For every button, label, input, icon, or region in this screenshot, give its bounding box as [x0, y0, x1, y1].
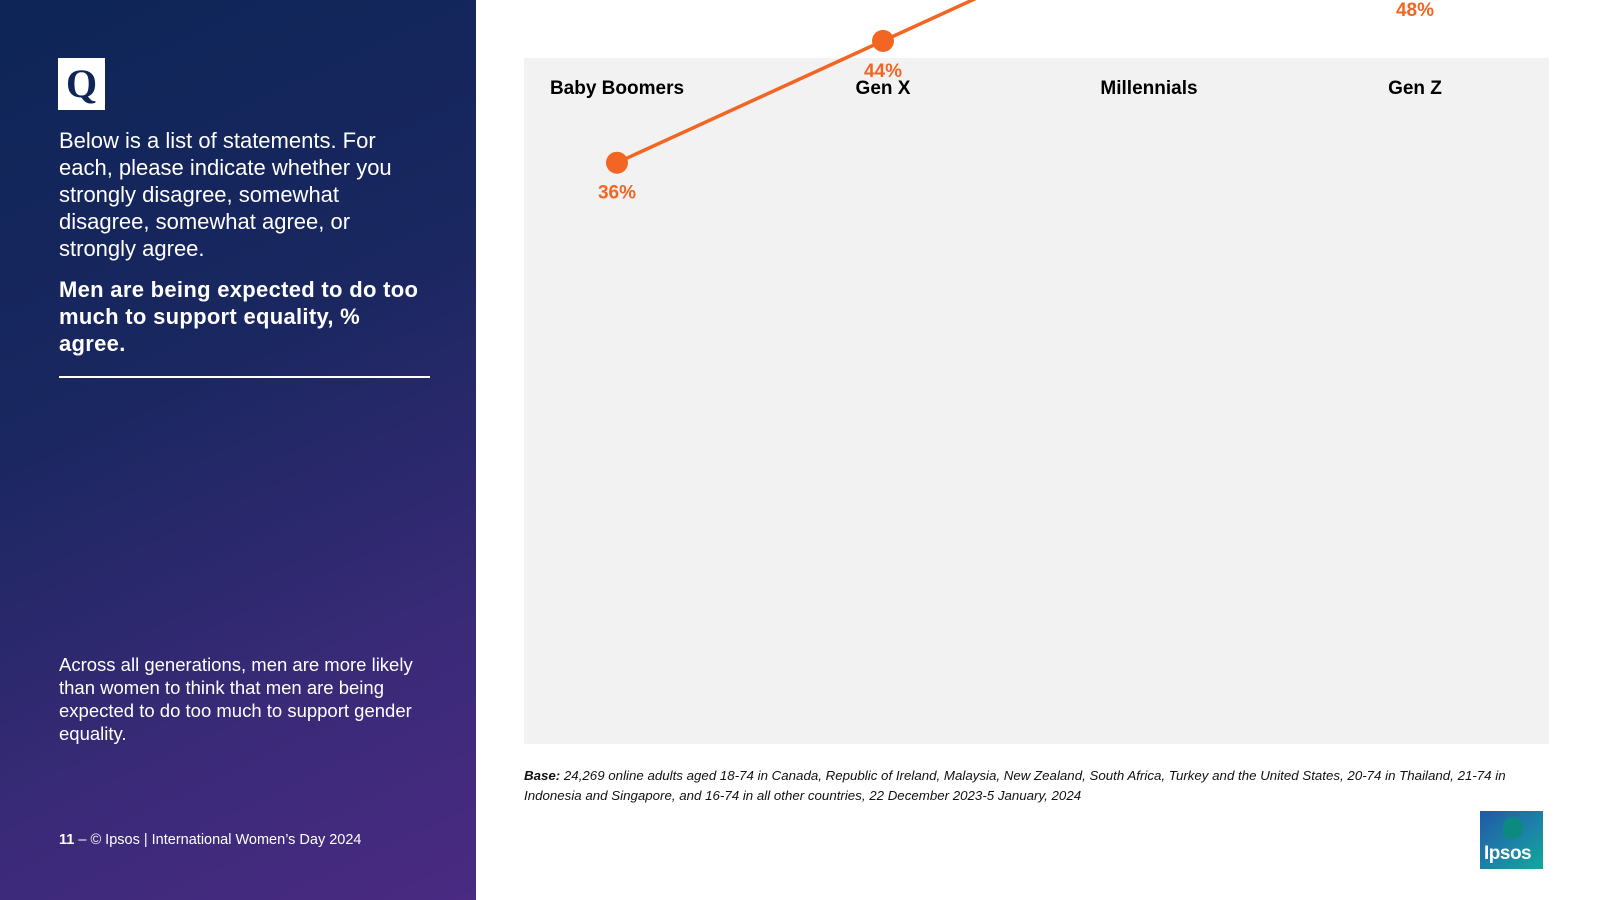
footer-copyright: – © Ipsos | International Women’s Day 20… [74, 832, 362, 848]
data-point [872, 29, 894, 52]
series-line-female [616, 0, 977, 165]
base-label: Base: [524, 768, 561, 783]
category-label: Gen X [856, 78, 911, 99]
category-label: Gen Z [1388, 78, 1442, 99]
data-label: 44% [864, 61, 902, 82]
base-text: 24,269 online adults aged 18-74 in Canad… [524, 768, 1506, 803]
question-sidebar: Q Below is a list of statements. For eac… [0, 0, 476, 900]
base-note: Base: 24,269 online adults aged 18-74 in… [524, 766, 1534, 806]
data-label: 48% [1396, 0, 1434, 21]
logo-wordmark: Ipsos [1484, 843, 1532, 864]
key-insight: Across all generations, men are more lik… [59, 654, 413, 744]
page-number: 11 [59, 832, 75, 848]
logo-bubble-icon [1503, 817, 1523, 839]
sidebar-divider [59, 376, 430, 378]
category-label: Millennials [1100, 78, 1197, 99]
question-prompt: Below is a list of statements. For each,… [59, 128, 392, 261]
question-statement: Men are being expected to do too much to… [59, 277, 419, 356]
chart-panel [524, 58, 1549, 744]
ipsos-logo: Ipsos [1480, 811, 1543, 869]
page-footer: 11 – © Ipsos | International Women’s Day… [59, 832, 362, 848]
category-label: Baby Boomers [550, 78, 684, 99]
question-icon: Q [58, 58, 105, 110]
data-label: 36% [598, 183, 636, 204]
data-point [606, 151, 628, 174]
